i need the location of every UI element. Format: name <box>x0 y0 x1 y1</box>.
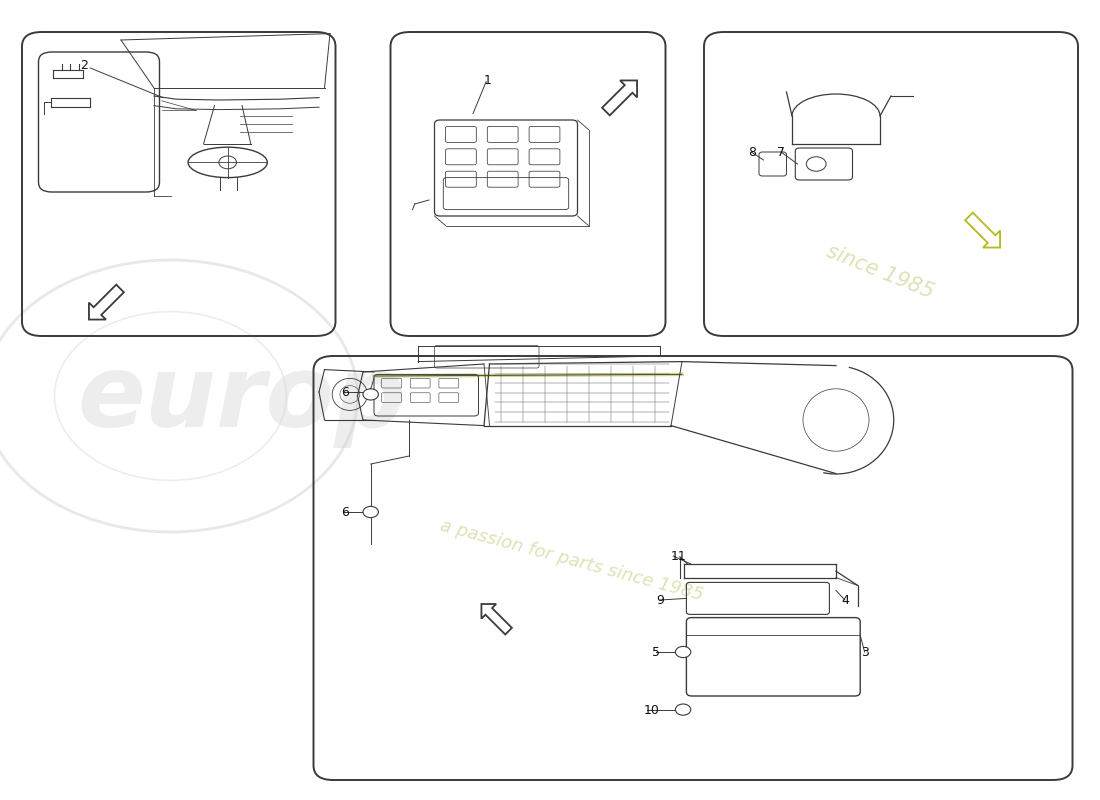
Text: 2: 2 <box>80 59 88 72</box>
Circle shape <box>363 389 378 400</box>
Text: 6: 6 <box>341 386 349 398</box>
Text: 11: 11 <box>671 550 686 562</box>
Text: europ: europ <box>78 351 406 449</box>
Text: 3: 3 <box>861 646 869 658</box>
Text: 6: 6 <box>341 506 349 518</box>
Text: 1: 1 <box>484 74 492 86</box>
Text: 5: 5 <box>652 646 660 658</box>
Text: 9: 9 <box>657 594 664 606</box>
Text: since 1985: since 1985 <box>824 242 936 302</box>
Circle shape <box>675 646 691 658</box>
Text: 7: 7 <box>777 146 784 158</box>
Circle shape <box>363 506 378 518</box>
Text: 10: 10 <box>644 704 659 717</box>
Text: 4: 4 <box>842 594 849 606</box>
Text: 8: 8 <box>748 146 756 158</box>
Circle shape <box>675 704 691 715</box>
Text: a passion for parts since 1985: a passion for parts since 1985 <box>439 516 705 604</box>
